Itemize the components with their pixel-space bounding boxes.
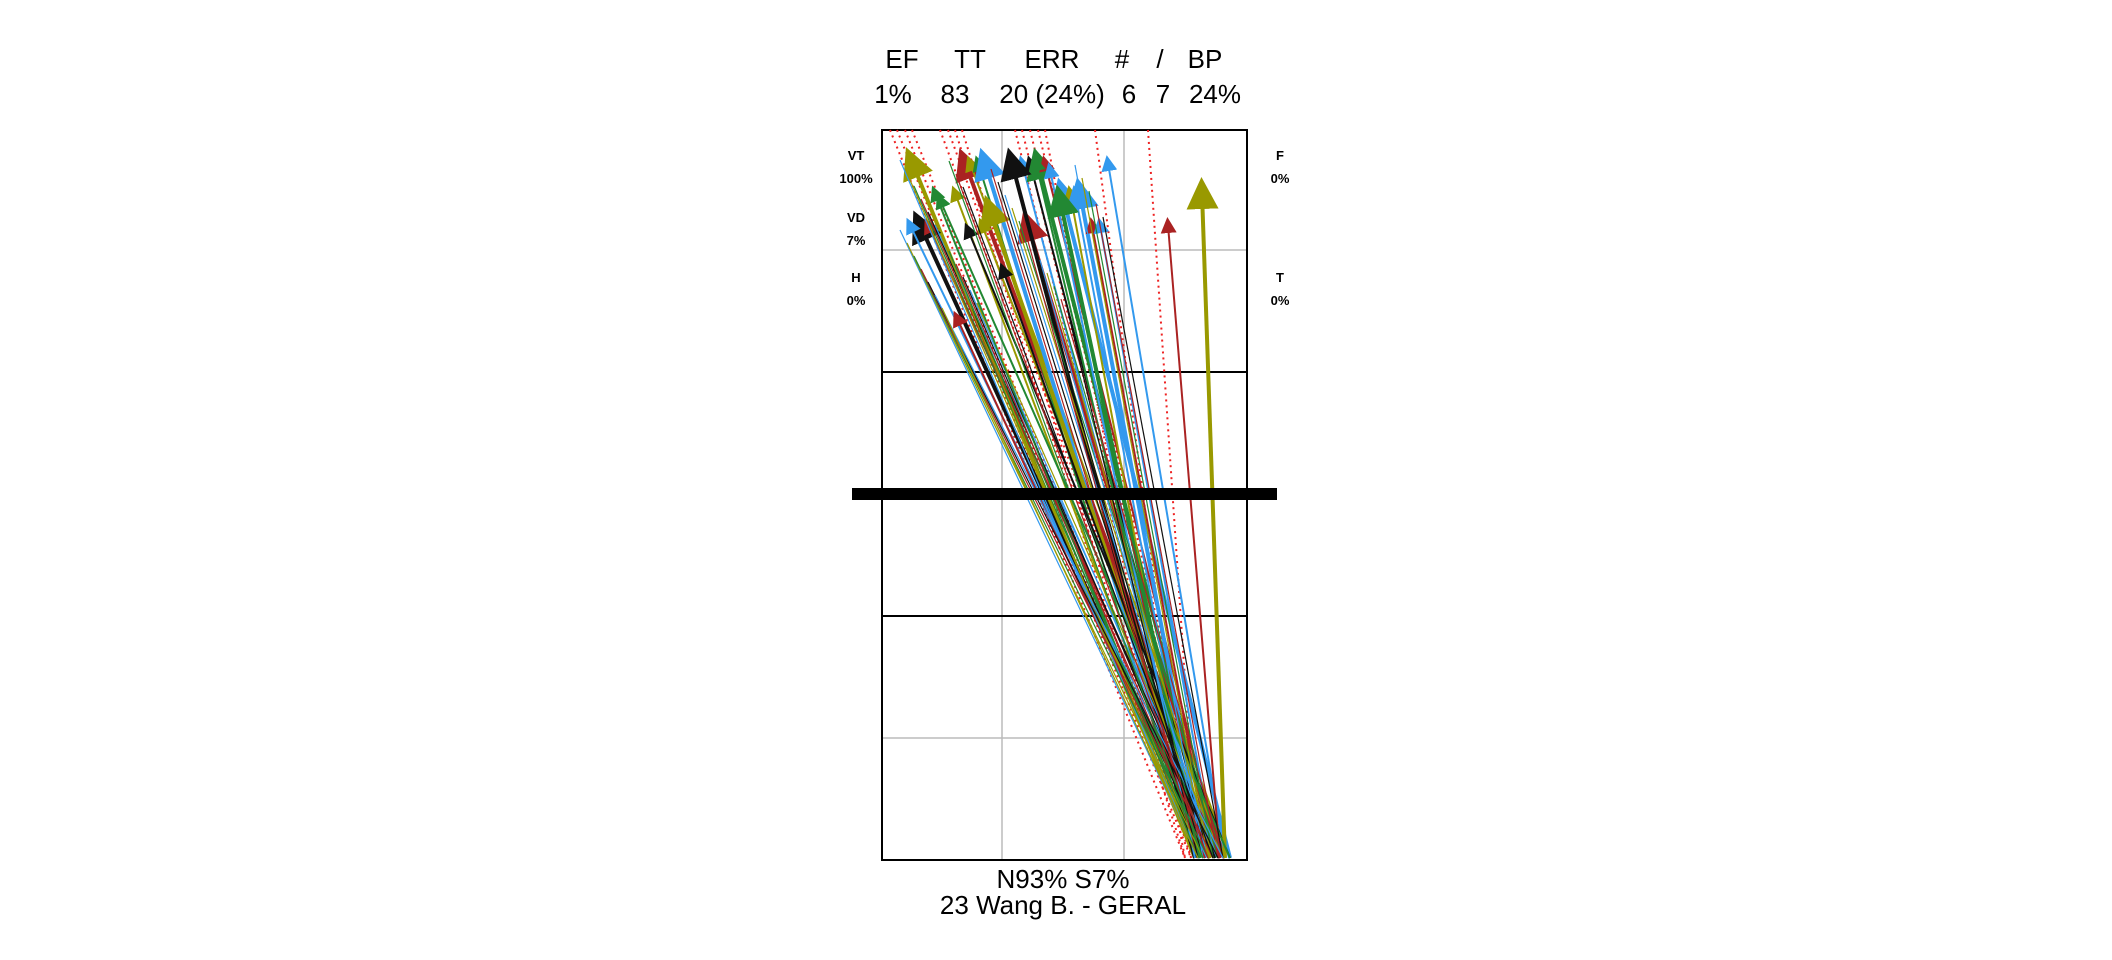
header-value-ef: 1% bbox=[874, 79, 912, 109]
header-label-count: # bbox=[1115, 44, 1130, 74]
trajectory-thin-36 bbox=[934, 294, 1224, 859]
value-h: 0% bbox=[847, 293, 866, 308]
trajectory-thin-40 bbox=[962, 186, 1214, 859]
trajectory-thin-17 bbox=[1011, 207, 1219, 859]
trajectory-thin-15 bbox=[997, 181, 1209, 859]
trajectory-thin-28 bbox=[1088, 190, 1214, 859]
trajectory-thin-30 bbox=[1102, 216, 1224, 859]
trajectory-15 bbox=[1101, 155, 1226, 859]
header-label-err: ERR bbox=[1025, 44, 1080, 74]
label-t: T bbox=[1276, 270, 1284, 285]
header-label-ef: EF bbox=[885, 44, 918, 74]
trajectory-thin-33 bbox=[913, 255, 1209, 859]
player-title: 23 Wang B. - GERAL bbox=[940, 890, 1186, 920]
trajectory-thin-18 bbox=[1018, 220, 1224, 859]
label-h: H bbox=[851, 270, 860, 285]
label-vd: VD bbox=[847, 210, 865, 225]
trajectory-thin-26 bbox=[1074, 164, 1204, 859]
trajectory-thin-2 bbox=[906, 172, 1204, 859]
trajectory-thin-14 bbox=[990, 168, 1204, 859]
stats-header: EF TT ERR # / BP 1% 83 20 (24%) 6 7 24% bbox=[874, 44, 1241, 109]
trajectory-thin-37 bbox=[941, 307, 1199, 859]
trajectory-thin-39 bbox=[955, 173, 1209, 859]
header-value-err: 20 (24%) bbox=[999, 79, 1105, 109]
trajectory-thin-21 bbox=[1039, 259, 1209, 859]
header-value-slash: 7 bbox=[1156, 79, 1170, 109]
error-line-9 bbox=[1014, 129, 1198, 859]
header-label-slash: / bbox=[1156, 44, 1164, 74]
side-labels-left: VT 100% VD 7% H 0% bbox=[839, 148, 873, 308]
serve-trajectories bbox=[899, 147, 1232, 859]
trajectory-thin-8 bbox=[948, 250, 1204, 859]
header-value-tt: 83 bbox=[941, 79, 970, 109]
trajectory-thin-4 bbox=[920, 198, 1214, 859]
value-vt: 100% bbox=[839, 171, 873, 186]
trajectory-thin-38 bbox=[948, 160, 1204, 859]
trajectory-14 bbox=[1039, 155, 1221, 859]
trajectory-thin-29 bbox=[1095, 203, 1219, 859]
trajectory-thin-9 bbox=[955, 263, 1209, 859]
zone-summary: N93% S7% bbox=[997, 864, 1130, 894]
trajectory-thin-1 bbox=[899, 159, 1199, 859]
trajectory-thin-31 bbox=[899, 229, 1199, 859]
error-line-15 bbox=[1147, 129, 1198, 859]
trajectory-thin-27 bbox=[1081, 177, 1209, 859]
label-f: F bbox=[1276, 148, 1284, 163]
value-t: 0% bbox=[1271, 293, 1290, 308]
side-labels-right: F 0% T 0% bbox=[1271, 148, 1290, 308]
trajectory-30 bbox=[1160, 217, 1221, 859]
trajectory-31 bbox=[1186, 177, 1227, 859]
trajectory-thin-16 bbox=[1004, 194, 1214, 859]
header-value-bp: 24% bbox=[1189, 79, 1241, 109]
trajectory-thin-7 bbox=[941, 237, 1199, 859]
error-line-1 bbox=[889, 129, 1186, 859]
header-label-bp: BP bbox=[1188, 44, 1223, 74]
header-label-tt: TT bbox=[954, 44, 986, 74]
trajectory-thin-3 bbox=[913, 185, 1209, 859]
value-f: 0% bbox=[1271, 171, 1290, 186]
header-value-count: 6 bbox=[1122, 79, 1136, 109]
trajectory-thin-35 bbox=[927, 281, 1219, 859]
label-vt: VT bbox=[848, 148, 865, 163]
trajectory-thin-13 bbox=[983, 315, 1199, 859]
trajectory-18 bbox=[1068, 185, 1201, 859]
value-vd: 7% bbox=[847, 233, 866, 248]
trajectory-20 bbox=[1085, 217, 1211, 859]
